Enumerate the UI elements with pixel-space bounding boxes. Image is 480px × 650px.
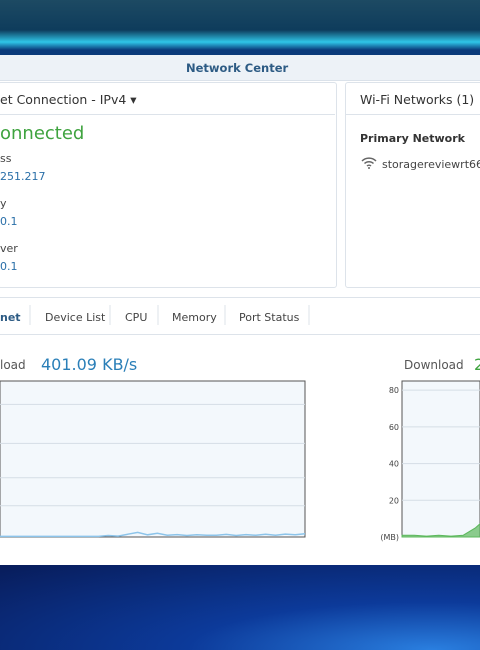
divider (346, 114, 480, 115)
divider (0, 114, 335, 115)
title-bar (0, 55, 480, 81)
tab[interactable]: Port Status (239, 311, 300, 324)
tab[interactable]: Device List (45, 311, 106, 324)
window-title: Network Center (186, 61, 289, 75)
tab-bar (0, 297, 480, 335)
upload-label: load (0, 358, 26, 372)
wifi-icon (361, 157, 377, 169)
field-label: ss (0, 152, 12, 165)
y-tick-label: 20 (389, 496, 399, 505)
y-tick-label: 80 (389, 386, 399, 395)
chart-area (401, 380, 480, 538)
field-value: 0.1 (0, 215, 18, 228)
chart-area (0, 380, 306, 538)
field-label: ver (0, 242, 18, 255)
y-tick-label: 40 (389, 460, 399, 469)
desktop-bottom (0, 565, 480, 650)
field-label: y (0, 197, 7, 210)
panel-header: Wi-Fi Networks (1) (360, 92, 475, 107)
panel-header[interactable]: et Connection - IPv4 ▾ (0, 92, 137, 107)
wifi-panel (345, 82, 480, 288)
upload-rate: 401.09 KB/s (41, 355, 138, 374)
window: Network Center et Connection - IPv4 ▾ on… (0, 55, 480, 565)
tab[interactable]: CPU (125, 311, 148, 324)
status: onnected (0, 123, 85, 144)
unit-label: (MB) (380, 533, 399, 542)
y-tick-label: 60 (389, 423, 399, 432)
download-label: Download (404, 358, 464, 372)
line (0, 531, 306, 538)
section-title: Primary Network (360, 132, 465, 145)
download-rate: 2 (474, 355, 480, 374)
tab[interactable]: net (0, 311, 21, 324)
field-value: 0.1 (0, 260, 18, 273)
header-text: et Connection - IPv4 (0, 92, 127, 107)
area (401, 523, 480, 538)
charts: 80 60 40 20 (MB) (0, 305, 480, 542)
ssid: storagereviewrt660 (382, 158, 480, 171)
connection-panel (0, 82, 337, 288)
tab[interactable]: Memory (172, 311, 217, 324)
field-value: 251.217 (0, 170, 46, 183)
